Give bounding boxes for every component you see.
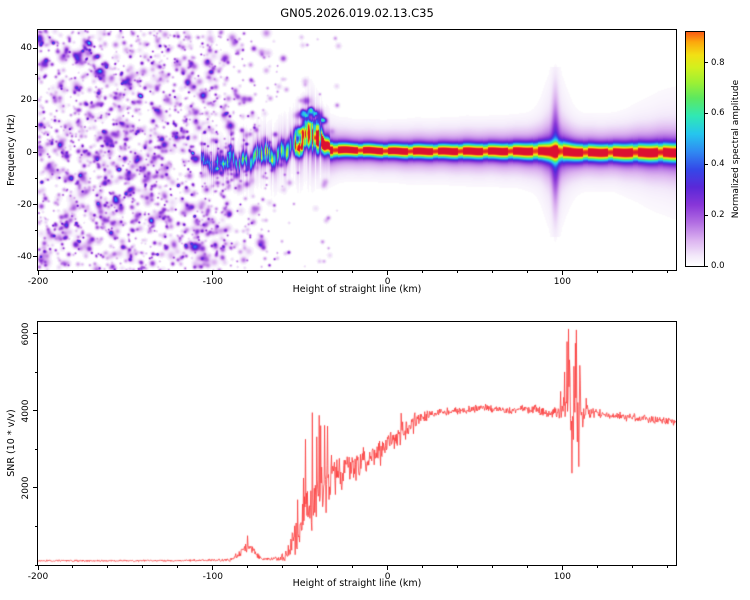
tick-label: 0.8 (711, 57, 725, 68)
tick-label: 0.4 (711, 159, 725, 170)
frequency-axis-label: Frequency (Hz) (6, 114, 17, 186)
tick-label: 0.6 (711, 108, 725, 119)
figure-title: GN05.2026.019.02.13.C35 (280, 6, 434, 20)
snr-canvas (38, 322, 676, 565)
colorbar-label: Normalized spectral amplitude (731, 79, 741, 219)
colorbar-gradient (686, 32, 704, 266)
tick-label: 0.0 (711, 261, 725, 271)
colorbar (685, 31, 705, 267)
spectrogram-canvas (38, 30, 676, 270)
snr-x-axis-label: Height of straight line (km) (292, 578, 422, 589)
tick-label: 0.2 (711, 210, 725, 221)
tick-label: -40 (17, 251, 32, 262)
spectrogram-x-axis-label: Height of straight line (km) (292, 284, 422, 295)
tick-label: 4000 (21, 399, 31, 423)
tick-label: 2000 (21, 476, 31, 500)
snr-panel (37, 321, 677, 566)
spectrogram-panel (37, 29, 677, 271)
snr-axis-label: SNR (10 * v/v) (6, 409, 17, 477)
tick-label: 6000 (21, 322, 31, 346)
tick-label: 40 (20, 43, 32, 54)
